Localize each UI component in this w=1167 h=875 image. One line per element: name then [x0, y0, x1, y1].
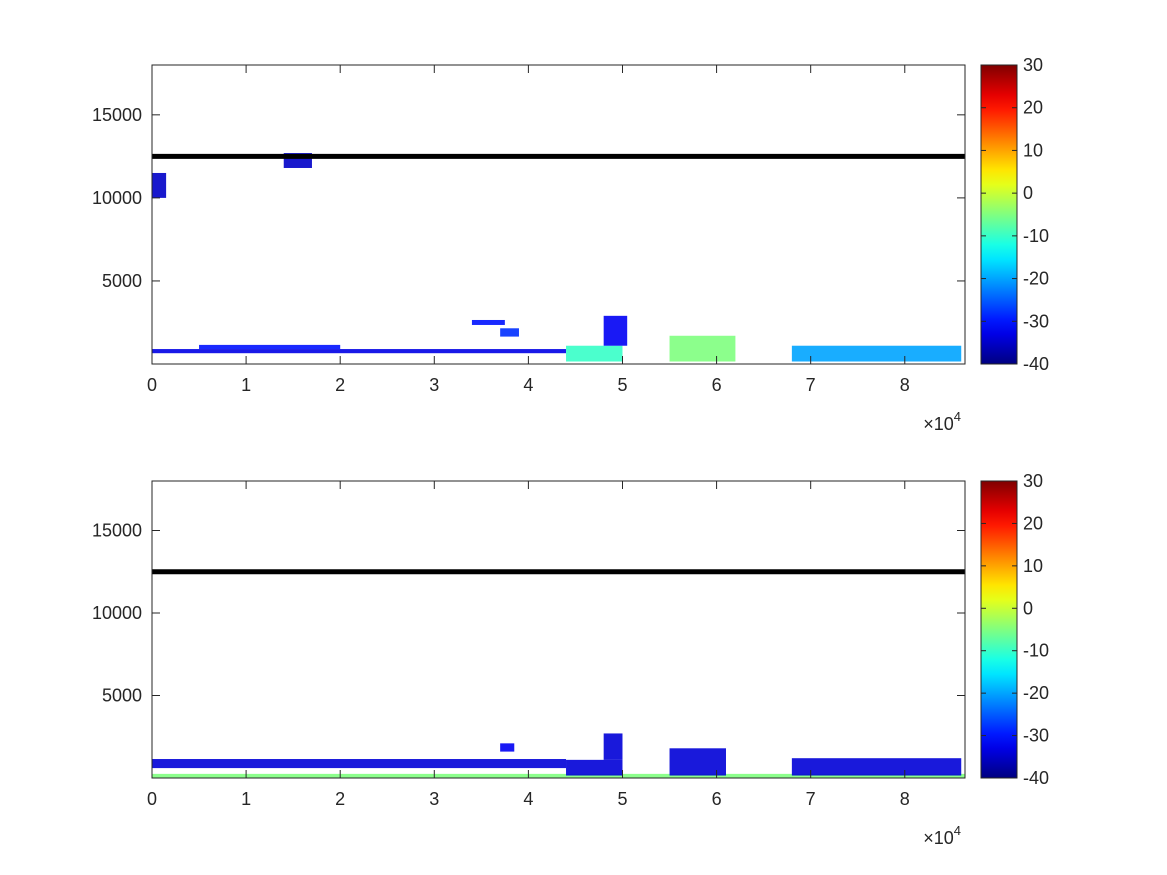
x-tick-label: 0 [147, 789, 157, 809]
colorbar-tick-label: -10 [1023, 641, 1049, 661]
colorbar-tick-label: 0 [1023, 598, 1033, 618]
heatmap-region [669, 748, 726, 776]
colorbar-tick-label: 20 [1023, 98, 1043, 118]
y-tick-label: 15000 [92, 105, 142, 125]
y-tick-label: 10000 [92, 188, 142, 208]
colorbar-tick-label: 10 [1023, 140, 1043, 160]
colorbar-tick-label: -10 [1023, 226, 1049, 246]
heatmap-region [152, 349, 567, 354]
colorbar [980, 64, 1018, 365]
colorbar-tick-label: 0 [1023, 183, 1033, 203]
colorbar-tick-label: -30 [1023, 726, 1049, 746]
heatmap-region [500, 743, 515, 752]
chart-panel-top: 0 1 2 3 4 5 6 7 8 ×104 5000 10000 15000 30 20 10 0 -10 -20… [92, 55, 1049, 434]
colorbar [980, 480, 1018, 779]
heatmap-region [791, 758, 962, 776]
colorbar-tick-label: -40 [1023, 354, 1049, 374]
heatmap-region [500, 328, 519, 337]
heatmap-region [603, 733, 623, 760]
colorbar-tick-label: -20 [1023, 683, 1049, 703]
x-exponent-power: 4 [954, 409, 961, 424]
colorbar-tick-label: 10 [1023, 556, 1043, 576]
heatmap-region [471, 319, 505, 325]
x-tick-label: 1 [241, 789, 251, 809]
x-exponent-power: 4 [954, 823, 961, 838]
heatmap-region [566, 759, 623, 776]
x-tick-label: 2 [335, 375, 345, 395]
x-tick-label: 3 [429, 375, 439, 395]
heatmap-region [152, 773, 965, 778]
y-tick-label: 15000 [92, 521, 142, 541]
x-tick-label: 4 [523, 375, 533, 395]
x-tick-label: 8 [900, 789, 910, 809]
heatmap-region [603, 315, 628, 346]
x-tick-label: 7 [806, 789, 816, 809]
colorbar-tick-label: -40 [1023, 768, 1049, 788]
y-tick-label: 5000 [102, 686, 142, 706]
colorbar-tick-label: 30 [1023, 55, 1043, 75]
x-exponent-label: ×104 [923, 823, 961, 848]
axes-box [151, 64, 966, 365]
y-tick-label: 5000 [102, 271, 142, 291]
heatmap-region [152, 172, 167, 198]
colorbar-tick-label: 20 [1023, 513, 1043, 533]
data-layer [152, 569, 965, 778]
x-tick-label: 8 [900, 375, 910, 395]
x-tick-label: 1 [241, 375, 251, 395]
x-tick-label: 4 [523, 789, 533, 809]
y-tick-label: 10000 [92, 603, 142, 623]
heatmap-region [791, 345, 962, 362]
heatmap-region [152, 759, 567, 769]
heatmap-region [669, 335, 736, 362]
data-layer [152, 153, 965, 362]
x-tick-label: 6 [712, 375, 722, 395]
colorbar-tick-label: -30 [1023, 311, 1049, 331]
heatmap-region [199, 344, 341, 350]
chart-panel-bottom: 0 1 2 3 4 5 6 7 8 ×104 5000 10000 15000 30 20 10 0 -10 -20… [92, 471, 1049, 848]
colorbar-tick-label: 30 [1023, 471, 1043, 491]
heatmap-region [566, 345, 623, 362]
x-tick-label: 0 [147, 375, 157, 395]
plot-area [152, 481, 965, 778]
axes-box [151, 480, 966, 779]
x-tick-label: 2 [335, 789, 345, 809]
x-exponent-label: ×104 [923, 409, 961, 434]
x-tick-label: 5 [617, 375, 627, 395]
x-tick-label: 5 [617, 789, 627, 809]
x-tick-label: 6 [712, 789, 722, 809]
x-tick-label: 7 [806, 375, 816, 395]
x-tick-label: 3 [429, 789, 439, 809]
colorbar-tick-label: -20 [1023, 269, 1049, 289]
plot-area [152, 65, 965, 364]
